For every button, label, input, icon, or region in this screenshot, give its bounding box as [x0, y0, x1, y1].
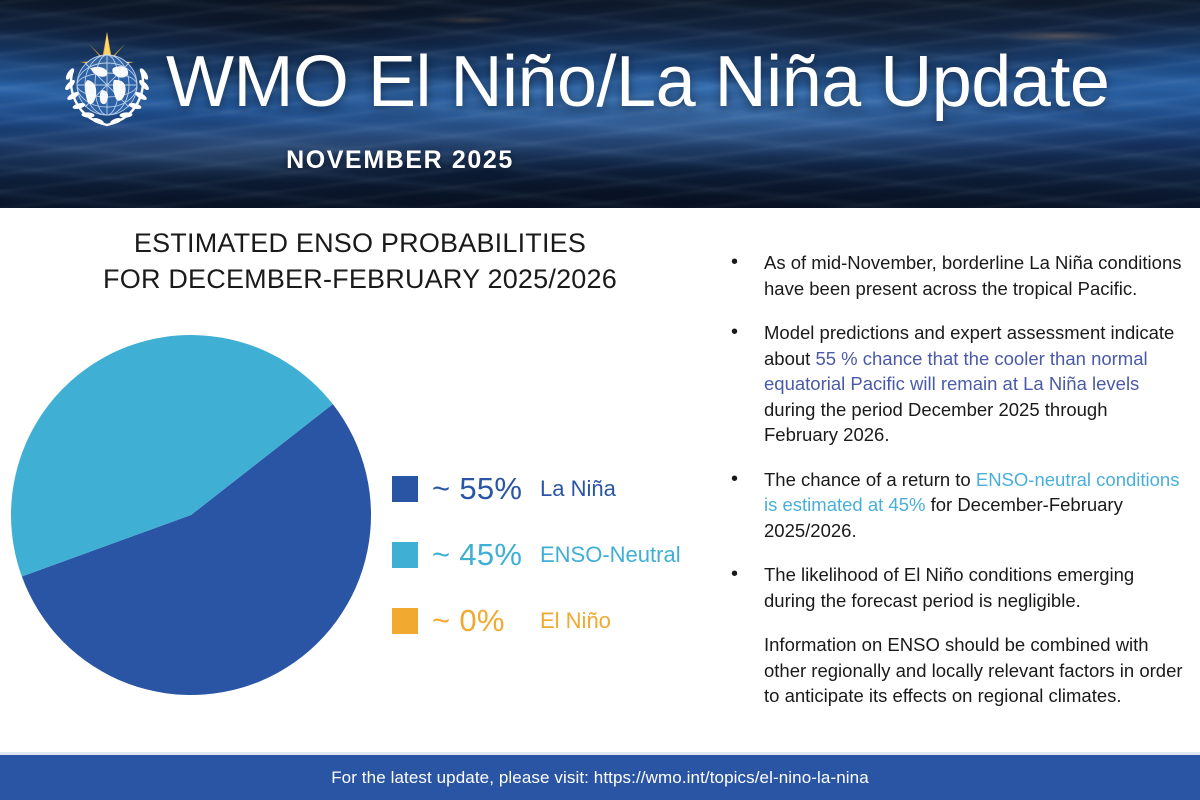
bullet-point-icon: •	[731, 251, 739, 273]
page-header: WMO El Niño/La Niña Update NOVEMBER 2025	[0, 0, 1200, 208]
pie-slice-enso-neutral	[11, 335, 333, 577]
legend-percent-value: ~ 45%	[432, 537, 523, 572]
page-title: WMO El Niño/La Niña Update	[166, 42, 1110, 122]
key-points-list: • As of mid-November, borderline La Niña …	[722, 250, 1184, 728]
chart-title-line-2: FOR DECEMBER-FEBRUARY 2025/2026	[103, 264, 617, 294]
legend-color-swatch	[392, 608, 418, 634]
legend-category-label: ENSO-Neutral	[540, 542, 681, 567]
chart-title: ESTIMATED ENSO PROBABILITIES FOR DECEMBE…	[30, 225, 690, 297]
note-text-segment: 55 % chance that the cooler than normal …	[764, 347, 1148, 395]
note-text-segment: ENSO-neutral conditions is estimated at …	[764, 468, 1180, 516]
bullet-item: • Model predictions and expert assessment…	[722, 320, 1184, 448]
note-text-segment: Information on ENSO should be combined w…	[764, 634, 1183, 706]
chart-title-line-1: ESTIMATED ENSO PROBABILITIES	[133, 228, 587, 258]
legend-percent-value: ~ 0%	[432, 603, 505, 638]
legend-row: ~ 0% El Niño	[392, 588, 692, 654]
legend-row: ~ 45% ENSO-Neutral	[392, 522, 692, 588]
ocean-ripple-texture-2	[0, 0, 1200, 208]
legend-color-swatch	[392, 476, 418, 502]
legend-row: ~ 55% La Niña	[392, 456, 692, 522]
wmo-globe-laurel-logo	[58, 30, 156, 130]
footer-link-text[interactable]: For the latest update, please visit: htt…	[331, 767, 869, 787]
footer-divider	[0, 752, 1200, 755]
legend-category-label: El Niño	[540, 608, 611, 633]
bullet-item: • The chance of a return to ENSO-neutral …	[722, 467, 1184, 544]
main-content: ESTIMATED ENSO PROBABILITIES FOR DECEMBE…	[0, 208, 1200, 755]
bullet-item: • The likelihood of El Niño conditions em…	[722, 562, 1184, 613]
ocean-sun-glints	[0, 0, 1200, 208]
note-text-segment: The chance of a return to	[764, 468, 976, 490]
issue-date-subtitle: NOVEMBER 2025	[286, 146, 514, 174]
legend-color-swatch	[392, 542, 418, 568]
note-paragraph: Information on ENSO should be combined w…	[722, 632, 1184, 709]
bullet-point-icon: •	[731, 563, 739, 585]
ocean-sheen-overlay	[0, 0, 1200, 208]
note-text-segment: for December-February 2025/2026.	[764, 494, 1123, 541]
legend-percent-value: ~ 55%	[432, 471, 523, 506]
legend-category-label: La Niña	[540, 476, 616, 501]
pie-chart-legend: ~ 55% La Niña ~ 45% ENSO-Neutral ~ 0% El Niño	[392, 456, 692, 654]
note-text-segment: Model predictions and expert assessment …	[764, 322, 1175, 369]
note-text-segment: As of mid-November, borderline La Niña c…	[764, 252, 1182, 299]
bullet-point-icon: •	[731, 467, 739, 490]
note-text-segment: during the period December 2025 through …	[764, 398, 1108, 446]
note-text-segment: The likelihood of El Niño conditions eme…	[764, 564, 1135, 611]
ocean-ripple-texture	[0, 0, 1200, 208]
footer-bar: For the latest update, please visit: htt…	[0, 755, 1200, 800]
bullet-point-icon: •	[731, 321, 739, 343]
bullet-item: • As of mid-November, borderline La Niña …	[722, 250, 1184, 301]
enso-probability-pie-chart	[10, 334, 372, 696]
header-vignette	[0, 0, 1200, 208]
pie-slice-la-ni-a	[21, 404, 372, 696]
